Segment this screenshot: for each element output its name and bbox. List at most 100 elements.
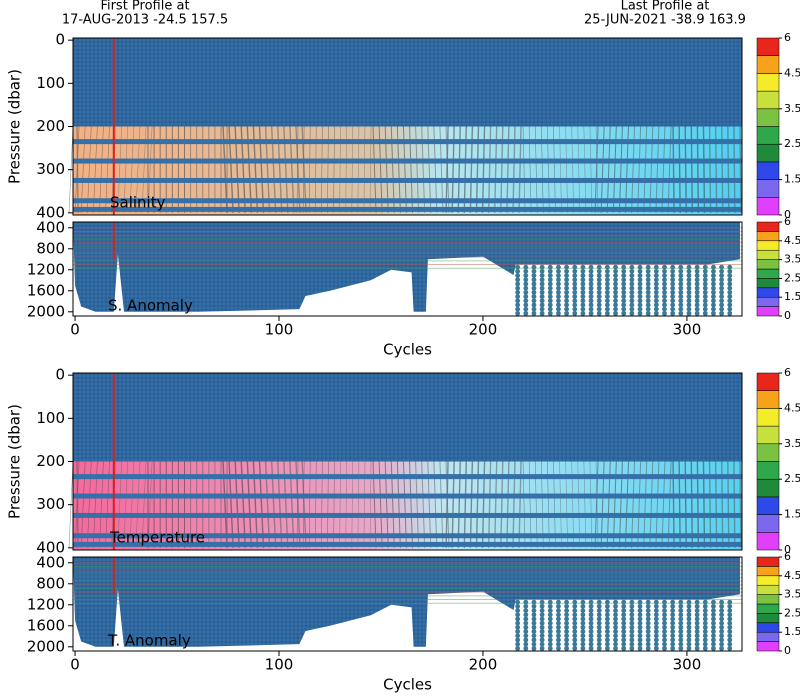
profile-dot xyxy=(515,281,521,287)
profile-dot xyxy=(637,629,643,634)
profile-dot xyxy=(580,608,586,613)
profile-dot xyxy=(539,624,545,630)
profile-dot xyxy=(531,273,537,278)
profile-dot xyxy=(686,289,692,295)
profile-dot xyxy=(523,645,529,651)
profile-dot xyxy=(515,608,521,613)
profile-dot xyxy=(711,310,716,316)
profile-dot xyxy=(670,294,676,299)
colorbar-segment xyxy=(756,221,780,232)
profile-dot xyxy=(539,633,545,639)
colorbar-segment xyxy=(756,55,780,74)
profile-dot xyxy=(637,633,643,639)
profile-dot xyxy=(637,264,643,270)
profile-dot xyxy=(556,608,561,613)
y-tick-label: 1200 xyxy=(27,595,65,613)
profile-dot xyxy=(621,629,627,634)
panel-label: Salinity xyxy=(110,194,166,212)
profile-dot xyxy=(694,289,700,295)
profile-dot xyxy=(670,264,676,270)
profile-dot xyxy=(580,616,586,622)
profile-dot xyxy=(637,620,643,626)
profile-dot xyxy=(596,637,602,643)
profile-dot xyxy=(523,616,529,622)
profile-dot xyxy=(564,289,569,295)
profile-band xyxy=(73,206,742,212)
profile-dot xyxy=(694,599,700,605)
profile-dot xyxy=(711,289,716,295)
profile-dot xyxy=(556,624,561,630)
profile-dot xyxy=(547,603,553,609)
profile-dot xyxy=(670,603,676,609)
profile-dot xyxy=(556,273,561,278)
profile-dot xyxy=(621,289,627,295)
last-label: Last Profile at xyxy=(621,0,710,14)
colorbar-segment xyxy=(756,143,780,163)
profile-dot xyxy=(539,298,545,304)
profile-dot xyxy=(556,294,561,299)
last-info: 25-JUN-2021 -38.9 163.9 xyxy=(584,13,746,28)
profile-dot xyxy=(515,624,521,630)
colorbar-tick-label: 1.5 xyxy=(784,173,800,186)
profile-dot xyxy=(572,310,578,316)
profile-dot xyxy=(613,281,618,287)
profile-dot xyxy=(719,264,725,270)
profile-dot xyxy=(613,624,618,630)
profile-dot xyxy=(580,612,586,618)
profile-dot xyxy=(604,620,610,626)
profile-dot xyxy=(670,302,676,308)
profile-dot xyxy=(596,608,602,613)
profile-dot xyxy=(719,633,725,639)
profile-dot xyxy=(547,612,553,618)
profile-dot xyxy=(531,612,537,618)
profile-dot xyxy=(621,633,627,639)
y-tick-label: 800 xyxy=(36,239,65,257)
profile-dot xyxy=(547,608,553,613)
profile-dot xyxy=(564,612,569,618)
colorbar-segment xyxy=(756,613,780,624)
profile-dot xyxy=(604,277,610,283)
profile-dot xyxy=(727,624,733,630)
profile-dot xyxy=(702,637,708,643)
profile-dot xyxy=(645,608,651,613)
profile-dot xyxy=(686,302,692,308)
profile-dot xyxy=(662,285,667,291)
profile-dot xyxy=(613,612,618,618)
profile-band xyxy=(73,198,742,204)
profile-dot xyxy=(711,294,716,299)
profile-dot xyxy=(702,645,708,651)
profile-dot xyxy=(588,620,594,626)
profile-dot xyxy=(694,268,700,274)
profile-dot xyxy=(719,637,725,643)
profile-dot xyxy=(556,302,561,308)
profile-dot xyxy=(694,603,700,609)
profile-dot xyxy=(515,641,521,647)
colorbar-tick-label: 6 xyxy=(784,31,791,44)
profile-dot xyxy=(572,612,578,618)
profile-dot xyxy=(572,298,578,304)
shallow-field xyxy=(73,373,742,462)
profile-dot xyxy=(711,599,716,605)
profile-dot xyxy=(613,310,618,316)
profile-dot xyxy=(678,302,684,308)
profile-band xyxy=(73,158,742,164)
profile-dot xyxy=(539,268,545,274)
colorbar-tick-label: 1.5 xyxy=(784,625,800,638)
profile-dot xyxy=(613,264,618,270)
y-tick-label: 1200 xyxy=(27,260,65,278)
profile-dot xyxy=(621,281,627,287)
profile-dot xyxy=(702,306,708,312)
profile-band xyxy=(73,474,742,480)
profile-dot xyxy=(653,289,659,295)
profile-dot xyxy=(653,294,659,299)
profile-dot xyxy=(645,264,651,270)
profile-dot xyxy=(531,302,537,308)
plot-frame xyxy=(72,221,743,317)
profile-dot xyxy=(580,289,586,295)
profile-dot xyxy=(662,599,667,605)
profile-dot xyxy=(604,285,610,291)
profile-dot xyxy=(637,306,643,312)
profile-dot xyxy=(547,310,553,316)
profile-dot xyxy=(727,281,733,287)
profile-dot xyxy=(702,277,708,283)
